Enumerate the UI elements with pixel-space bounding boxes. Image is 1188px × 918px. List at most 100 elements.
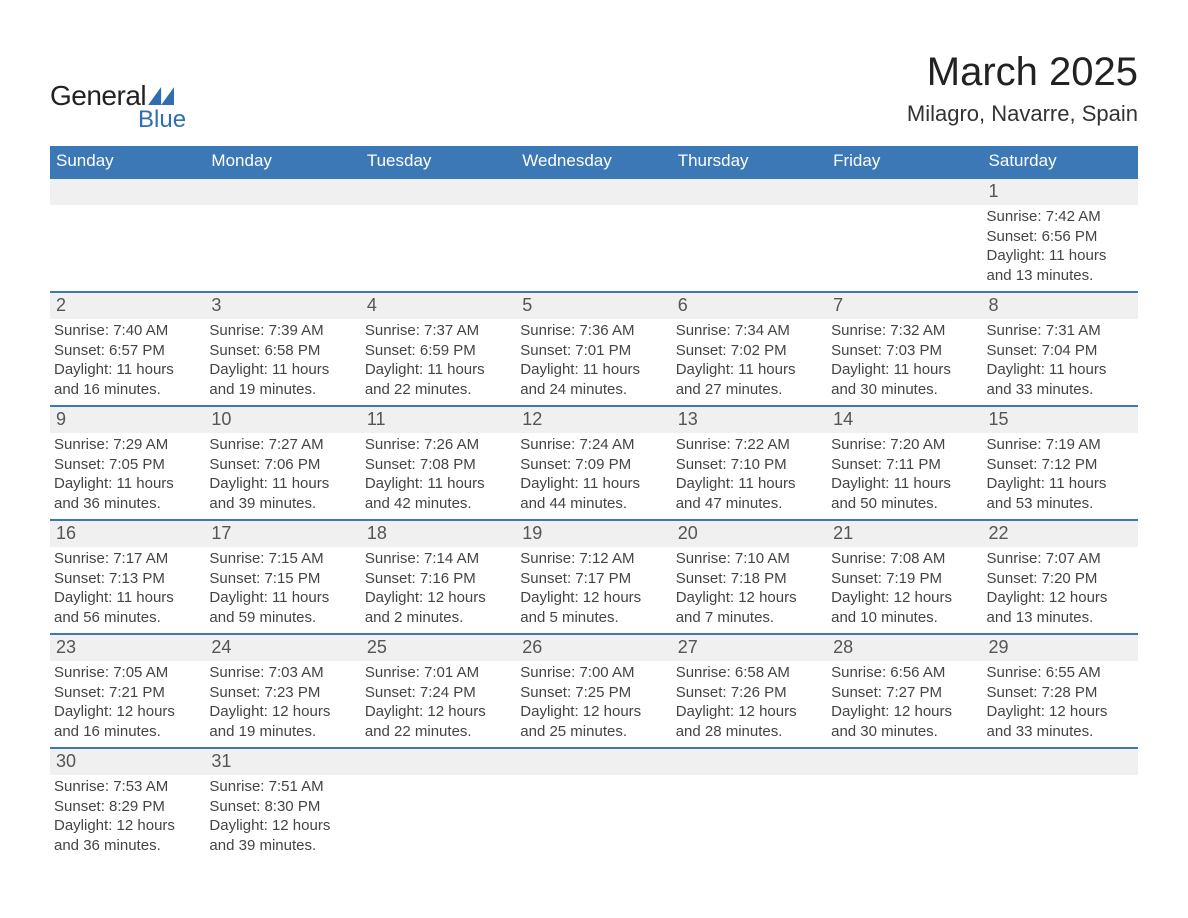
page-header: General Blue March 2025 Milagro, Navarre… xyxy=(50,50,1138,134)
day-number xyxy=(983,749,1138,775)
logo-text-blue: Blue xyxy=(138,106,186,134)
day-daylight2: and 25 minutes. xyxy=(520,722,667,742)
day-number: 10 xyxy=(205,407,360,433)
day-header-saturday: Saturday xyxy=(983,146,1138,177)
day-daylight2: and 22 minutes. xyxy=(365,722,512,742)
day-sunset: Sunset: 8:29 PM xyxy=(54,797,201,817)
day-number xyxy=(672,749,827,775)
day-sunrise: Sunrise: 7:24 AM xyxy=(520,435,667,455)
day-sunset: Sunset: 7:13 PM xyxy=(54,569,201,589)
day-sunrise: Sunrise: 7:12 AM xyxy=(520,549,667,569)
day-number: 12 xyxy=(516,407,671,433)
day-cell: Sunrise: 7:36 AMSunset: 7:01 PMDaylight:… xyxy=(516,319,671,405)
day-cell xyxy=(672,205,827,291)
day-daylight1: Daylight: 11 hours xyxy=(676,360,823,380)
day-cell: Sunrise: 7:12 AMSunset: 7:17 PMDaylight:… xyxy=(516,547,671,633)
day-cell: Sunrise: 7:29 AMSunset: 7:05 PMDaylight:… xyxy=(50,433,205,519)
day-number xyxy=(205,179,360,205)
day-cell: Sunrise: 7:10 AMSunset: 7:18 PMDaylight:… xyxy=(672,547,827,633)
day-number: 23 xyxy=(50,635,205,661)
day-sunrise: Sunrise: 7:39 AM xyxy=(209,321,356,341)
day-number xyxy=(827,749,982,775)
day-sunset: Sunset: 7:01 PM xyxy=(520,341,667,361)
day-daylight1: Daylight: 12 hours xyxy=(54,702,201,722)
day-cell: Sunrise: 7:53 AMSunset: 8:29 PMDaylight:… xyxy=(50,775,205,861)
day-number xyxy=(672,179,827,205)
day-daylight1: Daylight: 12 hours xyxy=(209,702,356,722)
day-sunset: Sunset: 7:24 PM xyxy=(365,683,512,703)
week-content-row: Sunrise: 7:29 AMSunset: 7:05 PMDaylight:… xyxy=(50,433,1138,519)
day-sunrise: Sunrise: 7:31 AM xyxy=(987,321,1134,341)
day-daylight1: Daylight: 12 hours xyxy=(54,816,201,836)
day-sunrise: Sunrise: 6:58 AM xyxy=(676,663,823,683)
day-daylight1: Daylight: 11 hours xyxy=(54,588,201,608)
day-sunrise: Sunrise: 7:32 AM xyxy=(831,321,978,341)
day-daylight1: Daylight: 11 hours xyxy=(209,474,356,494)
day-daylight1: Daylight: 11 hours xyxy=(987,360,1134,380)
day-cell: Sunrise: 7:19 AMSunset: 7:12 PMDaylight:… xyxy=(983,433,1138,519)
day-daylight2: and 59 minutes. xyxy=(209,608,356,628)
day-daylight1: Daylight: 12 hours xyxy=(520,702,667,722)
day-cell xyxy=(361,205,516,291)
day-daylight2: and 36 minutes. xyxy=(54,494,201,514)
day-daylight1: Daylight: 11 hours xyxy=(831,474,978,494)
day-daylight2: and 33 minutes. xyxy=(987,722,1134,742)
day-sunset: Sunset: 6:59 PM xyxy=(365,341,512,361)
week-content-row: Sunrise: 7:53 AMSunset: 8:29 PMDaylight:… xyxy=(50,775,1138,861)
day-daylight1: Daylight: 12 hours xyxy=(365,588,512,608)
day-cell: Sunrise: 7:34 AMSunset: 7:02 PMDaylight:… xyxy=(672,319,827,405)
day-cell: Sunrise: 7:03 AMSunset: 7:23 PMDaylight:… xyxy=(205,661,360,747)
day-daylight1: Daylight: 11 hours xyxy=(831,360,978,380)
day-sunrise: Sunrise: 7:27 AM xyxy=(209,435,356,455)
day-cell: Sunrise: 6:58 AMSunset: 7:26 PMDaylight:… xyxy=(672,661,827,747)
day-number: 2 xyxy=(50,293,205,319)
logo-text-general: General xyxy=(50,80,146,112)
day-daylight1: Daylight: 12 hours xyxy=(520,588,667,608)
day-cell: Sunrise: 7:27 AMSunset: 7:06 PMDaylight:… xyxy=(205,433,360,519)
day-cell: Sunrise: 7:42 AMSunset: 6:56 PMDaylight:… xyxy=(983,205,1138,291)
day-sunrise: Sunrise: 7:34 AM xyxy=(676,321,823,341)
day-cell: Sunrise: 7:20 AMSunset: 7:11 PMDaylight:… xyxy=(827,433,982,519)
day-cell: Sunrise: 7:05 AMSunset: 7:21 PMDaylight:… xyxy=(50,661,205,747)
day-daylight2: and 33 minutes. xyxy=(987,380,1134,400)
day-daylight1: Daylight: 12 hours xyxy=(987,702,1134,722)
day-daylight2: and 30 minutes. xyxy=(831,722,978,742)
day-cell xyxy=(516,205,671,291)
day-daylight1: Daylight: 11 hours xyxy=(520,360,667,380)
day-sunset: Sunset: 7:19 PM xyxy=(831,569,978,589)
day-sunrise: Sunrise: 7:19 AM xyxy=(987,435,1134,455)
day-header-friday: Friday xyxy=(827,146,982,177)
day-number: 3 xyxy=(205,293,360,319)
day-number: 29 xyxy=(983,635,1138,661)
day-sunset: Sunset: 7:18 PM xyxy=(676,569,823,589)
day-sunrise: Sunrise: 7:42 AM xyxy=(987,207,1134,227)
day-number: 8 xyxy=(983,293,1138,319)
day-number: 15 xyxy=(983,407,1138,433)
daynum-row: 9101112131415 xyxy=(50,405,1138,433)
day-cell: Sunrise: 6:55 AMSunset: 7:28 PMDaylight:… xyxy=(983,661,1138,747)
day-daylight2: and 13 minutes. xyxy=(987,608,1134,628)
day-sunrise: Sunrise: 7:10 AM xyxy=(676,549,823,569)
weeks-container: 1Sunrise: 7:42 AMSunset: 6:56 PMDaylight… xyxy=(50,177,1138,861)
day-daylight2: and 13 minutes. xyxy=(987,266,1134,286)
title-block: March 2025 Milagro, Navarre, Spain xyxy=(907,50,1138,127)
day-sunset: Sunset: 6:57 PM xyxy=(54,341,201,361)
day-cell xyxy=(672,775,827,861)
daynum-row: 23242526272829 xyxy=(50,633,1138,661)
day-sunset: Sunset: 7:02 PM xyxy=(676,341,823,361)
daynum-row: 3031 xyxy=(50,747,1138,775)
day-number: 9 xyxy=(50,407,205,433)
week-content-row: Sunrise: 7:42 AMSunset: 6:56 PMDaylight:… xyxy=(50,205,1138,291)
day-daylight1: Daylight: 11 hours xyxy=(365,360,512,380)
day-sunrise: Sunrise: 7:53 AM xyxy=(54,777,201,797)
day-daylight1: Daylight: 11 hours xyxy=(987,246,1134,266)
day-header-thursday: Thursday xyxy=(672,146,827,177)
day-sunrise: Sunrise: 6:56 AM xyxy=(831,663,978,683)
day-sunset: Sunset: 7:08 PM xyxy=(365,455,512,475)
day-daylight1: Daylight: 11 hours xyxy=(209,588,356,608)
day-daylight2: and 24 minutes. xyxy=(520,380,667,400)
day-sunset: Sunset: 6:56 PM xyxy=(987,227,1134,247)
day-sunset: Sunset: 7:20 PM xyxy=(987,569,1134,589)
day-number: 7 xyxy=(827,293,982,319)
day-cell: Sunrise: 7:40 AMSunset: 6:57 PMDaylight:… xyxy=(50,319,205,405)
